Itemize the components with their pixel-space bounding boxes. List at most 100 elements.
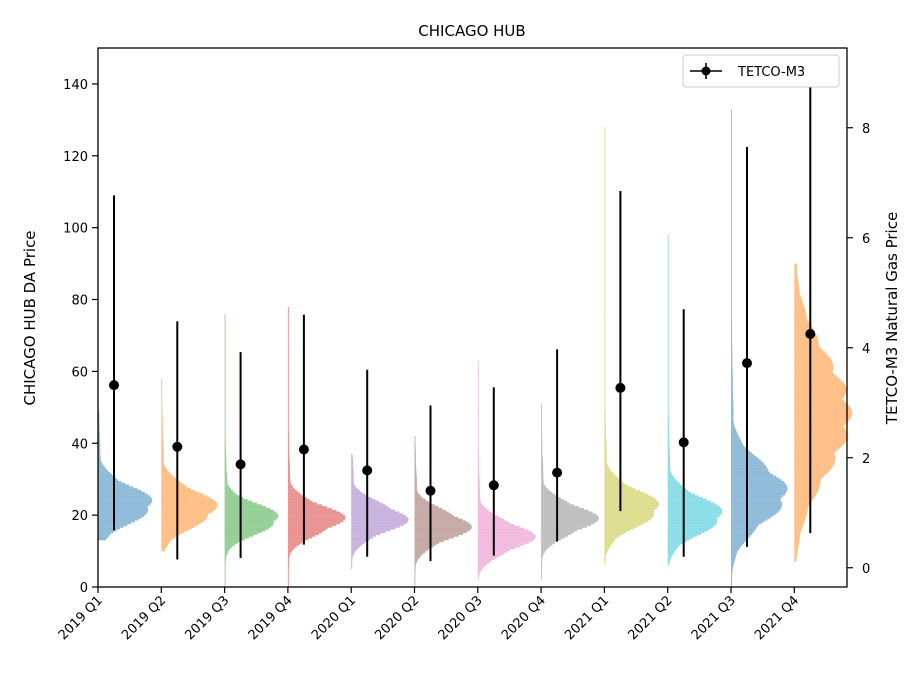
histogram-bin — [161, 437, 164, 440]
histogram-bin — [604, 254, 606, 257]
histogram-bin — [224, 342, 226, 345]
histogram-bin — [287, 401, 289, 404]
histogram-bin — [287, 342, 289, 345]
histogram-bin — [224, 515, 279, 517]
histogram-bin — [224, 448, 226, 451]
histogram-bin — [287, 567, 289, 570]
histogram-bin — [414, 475, 417, 478]
histogram-bin — [98, 482, 126, 485]
histogram-bin — [414, 457, 416, 460]
histogram-bin — [224, 534, 254, 537]
histogram-bin — [667, 466, 671, 469]
histogram-bin — [224, 540, 242, 543]
histogram-bin — [414, 552, 424, 555]
histogram-bin — [161, 436, 163, 438]
histogram-bin — [604, 504, 659, 507]
histogram-bin — [604, 452, 607, 455]
histogram-bin — [667, 348, 669, 350]
histogram-bin — [604, 349, 606, 352]
histogram-bin — [224, 480, 228, 483]
histogram-bin — [541, 434, 543, 437]
histogram-bin — [604, 455, 607, 458]
x-axis: 2019 Q1 2019 Q2 2019 Q3 2019 Q4 2020 Q1 2020 … — [56, 587, 802, 643]
histogram-bin — [351, 554, 354, 557]
histogram-bin — [224, 484, 229, 487]
histogram-bin — [731, 407, 734, 410]
histogram-bin — [287, 351, 289, 354]
histogram-bin — [161, 463, 164, 465]
histogram-bin — [287, 405, 289, 408]
plot-frame — [97, 47, 848, 588]
histogram-bin — [731, 533, 753, 535]
histogram-bin — [667, 507, 722, 510]
histogram-bin — [604, 260, 606, 262]
histogram-bin — [731, 473, 774, 476]
histogram-bin — [731, 504, 783, 507]
histogram-bin — [477, 491, 481, 494]
histogram-bin — [731, 455, 757, 458]
histogram-bin — [604, 482, 625, 485]
histogram-bin — [477, 480, 480, 483]
histogram-bin — [794, 488, 819, 490]
histogram-bin — [604, 225, 606, 228]
right-y-tick-label: 0 — [862, 562, 870, 577]
histogram-bin — [794, 437, 848, 440]
histogram-bin — [604, 346, 606, 349]
histogram-bin — [541, 574, 542, 577]
histogram-bin — [604, 362, 606, 365]
histogram-bin — [98, 479, 119, 481]
histogram-bin — [287, 576, 289, 579]
legend: TETCO-M3 — [682, 54, 840, 88]
histogram-bin — [541, 509, 589, 512]
histogram-bin — [667, 527, 712, 530]
histogram-bin — [731, 464, 766, 467]
histogram-bin — [794, 459, 836, 462]
histogram-bin — [287, 380, 289, 383]
histogram-bin — [161, 450, 164, 453]
histogram-bin — [351, 531, 386, 534]
histogram-bin — [98, 463, 103, 465]
histogram-bin — [224, 418, 226, 420]
histogram-bin — [351, 563, 353, 566]
histogram-bin — [731, 500, 782, 503]
histogram-bin — [477, 448, 479, 451]
histogram-bin — [731, 538, 748, 541]
histogram-bin — [667, 274, 669, 277]
histogram-bin — [667, 355, 669, 358]
histogram-bin — [604, 466, 609, 469]
histogram-bin — [287, 407, 289, 410]
histogram-bin — [794, 560, 797, 562]
histogram-bin — [477, 374, 479, 377]
histogram-bin — [98, 486, 134, 489]
histogram-bin — [667, 513, 722, 516]
histogram-bin — [604, 351, 606, 354]
histogram-bin — [731, 236, 732, 239]
histogram-bin — [541, 466, 544, 469]
histogram-bin — [224, 574, 226, 577]
histogram-bin — [731, 337, 733, 340]
histogram-bin — [731, 391, 733, 393]
histogram-bin — [287, 484, 292, 487]
histogram-bin — [98, 527, 120, 530]
histogram-bin — [224, 500, 253, 503]
histogram-bin — [414, 545, 434, 548]
histogram-bin — [604, 502, 659, 505]
histogram-bin — [287, 583, 289, 586]
histogram-bin — [731, 166, 732, 169]
histogram-bin — [731, 313, 732, 316]
histogram-bin — [667, 369, 669, 372]
histogram-bin — [604, 215, 606, 217]
histogram-bin — [667, 419, 669, 422]
histogram-bin — [98, 441, 101, 444]
x-tick-label: 2019 Q3 — [182, 593, 232, 643]
histogram-bin — [477, 547, 515, 550]
histogram-bin — [667, 387, 669, 390]
histogram-bin — [731, 373, 733, 375]
histogram-bin — [731, 258, 732, 261]
histogram-bin — [667, 543, 681, 546]
histogram-bin — [224, 328, 226, 331]
histogram-bin — [98, 511, 148, 514]
histogram-bin — [794, 524, 804, 526]
histogram-bin — [224, 382, 226, 384]
histogram-bin — [541, 520, 598, 523]
